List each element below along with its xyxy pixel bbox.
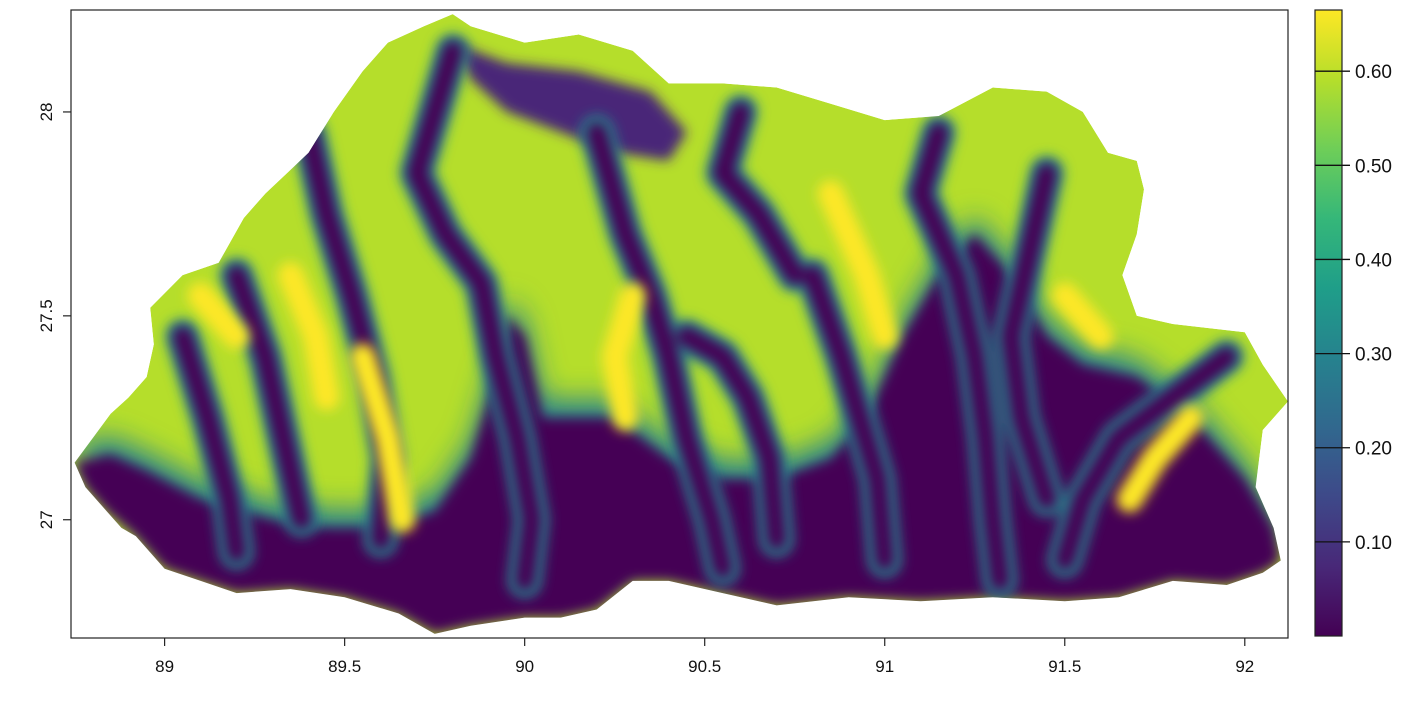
valley-channel bbox=[226, 265, 312, 530]
valley-channel bbox=[1000, 163, 1057, 510]
ridge-highlight bbox=[601, 282, 646, 431]
ridge-highlight bbox=[277, 262, 340, 411]
y-tick-label: 27.5 bbox=[37, 299, 56, 332]
raster-map-layer bbox=[74, 14, 1289, 634]
x-tick-label: 89 bbox=[155, 657, 174, 676]
valley-channel bbox=[406, 40, 542, 591]
ridge-highlight bbox=[1051, 282, 1114, 350]
y-tick-label: 27 bbox=[37, 510, 56, 529]
ridge-highlight bbox=[817, 180, 898, 350]
x-tick-label: 91.5 bbox=[1048, 657, 1081, 676]
x-axis: 89 89.5 90 90.5 91 91.5 92 bbox=[155, 638, 1254, 676]
valley-channel bbox=[712, 101, 805, 286]
x-tick-label: 91 bbox=[875, 657, 894, 676]
valley-channel bbox=[802, 265, 895, 571]
high-plateau-zone bbox=[452, 42, 687, 161]
valley-channel bbox=[172, 326, 247, 563]
x-tick-label: 89.5 bbox=[328, 657, 361, 676]
valley-channel bbox=[586, 122, 733, 579]
y-axis: 27 27.5 28 bbox=[37, 102, 71, 529]
y-tick-label: 28 bbox=[37, 102, 56, 121]
ridge-highlight bbox=[349, 343, 416, 533]
colorbar-tick-label: 0.50 bbox=[1355, 156, 1392, 177]
valley-layer bbox=[172, 40, 1237, 591]
region-raster bbox=[74, 14, 1289, 634]
x-tick-label: 90.5 bbox=[688, 657, 721, 676]
colorbar-tick-label: 0.60 bbox=[1355, 62, 1392, 83]
plot-frame bbox=[70, 9, 1289, 639]
valley-channel bbox=[910, 122, 1010, 591]
colorbar-tick-label: 0.10 bbox=[1355, 533, 1392, 554]
colorbar-legend: 0.10 0.20 0.30 0.40 0.50 0.60 bbox=[1314, 9, 1392, 637]
valley-channel bbox=[1054, 346, 1237, 571]
colorbar-tick-label: 0.30 bbox=[1355, 345, 1392, 366]
colorbar-tick-label: 0.20 bbox=[1355, 439, 1392, 460]
ridge-layer bbox=[187, 180, 1204, 533]
ridge-highlight bbox=[1116, 404, 1204, 513]
x-tick-label: 92 bbox=[1235, 657, 1254, 676]
ridge-highlight bbox=[187, 282, 250, 350]
x-tick-label: 90 bbox=[515, 657, 534, 676]
valley-channel bbox=[676, 326, 787, 551]
colorbar-tick-label: 0.40 bbox=[1355, 250, 1392, 271]
colorbar-bar bbox=[1314, 9, 1343, 637]
